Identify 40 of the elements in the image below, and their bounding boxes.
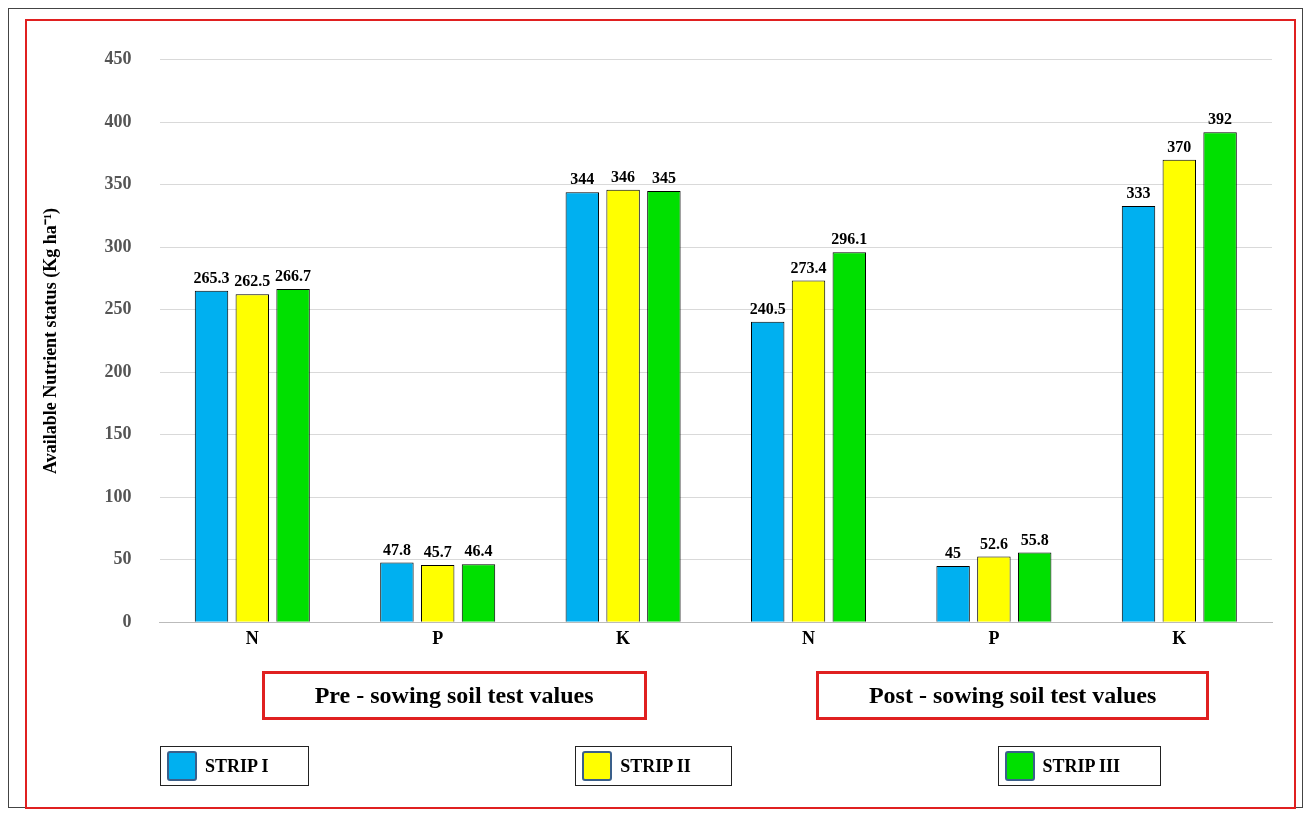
y-tick-label: 300 xyxy=(104,235,132,256)
y-tick-label: 400 xyxy=(104,110,132,131)
y-tick-label: 450 xyxy=(104,48,132,69)
data-label: 55.8 xyxy=(1020,530,1049,548)
data-label: 333 xyxy=(1126,184,1151,202)
data-label: 240.5 xyxy=(749,299,786,317)
legend-label: STRIP III xyxy=(1042,755,1121,777)
x-tick-label: K xyxy=(1172,627,1187,648)
y-tick-label: 0 xyxy=(122,610,132,631)
data-label: 346 xyxy=(611,167,636,185)
data-label: 46.4 xyxy=(464,542,493,560)
text: Pre - sowing soil test values xyxy=(261,671,647,720)
x-tick-label: K xyxy=(616,627,631,648)
data-label: 265.3 xyxy=(193,268,230,286)
y-tick-label: 250 xyxy=(104,298,132,319)
y-tick-label: 350 xyxy=(104,173,132,194)
y-tick-label: 50 xyxy=(113,548,132,569)
x-tick-label: P xyxy=(988,627,1000,648)
data-label: 296.1 xyxy=(831,230,868,248)
data-label: 273.4 xyxy=(790,258,827,276)
data-label: 266.7 xyxy=(275,267,312,285)
data-label: 45.7 xyxy=(423,543,452,561)
text: Post - sowing soil test values xyxy=(815,671,1210,720)
x-tick-label: N xyxy=(245,627,259,648)
data-label: 392 xyxy=(1208,110,1233,128)
data-label: 262.5 xyxy=(234,272,271,290)
data-label: 47.8 xyxy=(382,540,411,558)
legend-label: STRIP II xyxy=(620,755,691,777)
x-tick-label: N xyxy=(802,627,815,648)
data-label: 52.6 xyxy=(979,534,1008,552)
data-label: 45 xyxy=(945,544,962,562)
y-tick-label: 200 xyxy=(104,360,132,381)
data-label: 344 xyxy=(570,170,595,188)
legend-label: STRIP I xyxy=(204,755,269,777)
y-tick-label: 150 xyxy=(104,423,132,444)
y-tick-label: 100 xyxy=(104,485,132,506)
data-label: 370 xyxy=(1167,137,1192,155)
data-label: 345 xyxy=(651,169,676,187)
y-axis-title: Available Nutrient status (Kg ha⁻¹) xyxy=(40,207,62,475)
x-tick-label: P xyxy=(432,627,444,648)
